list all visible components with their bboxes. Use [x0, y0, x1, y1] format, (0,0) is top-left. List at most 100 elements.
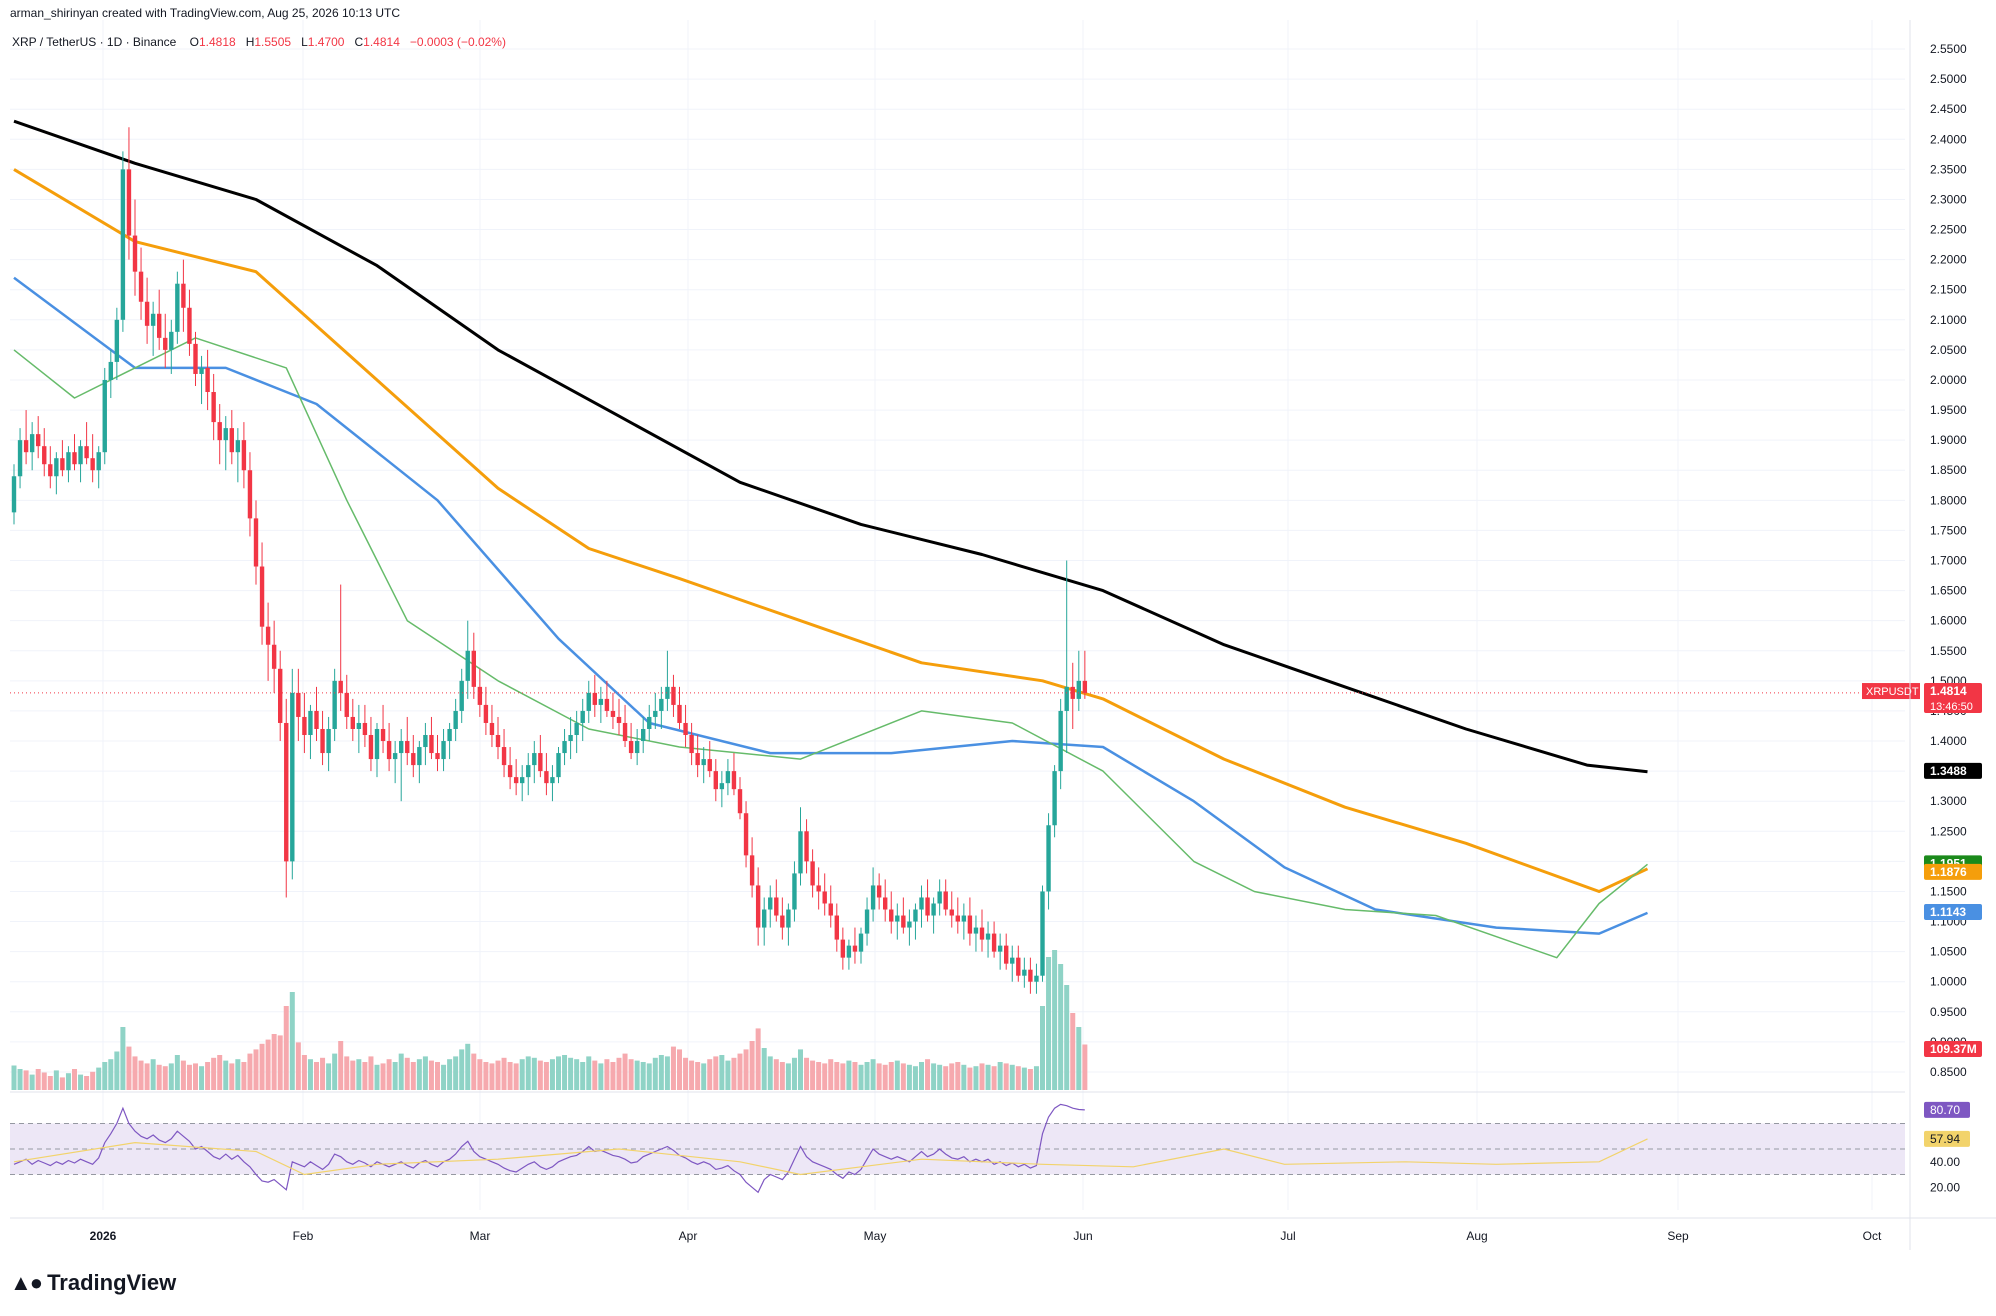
volume-bar: [598, 1063, 604, 1090]
price-tag-bg: [1924, 762, 1982, 779]
price-tick-label: 2.2000: [1930, 253, 1967, 267]
volume-bar: [314, 1062, 319, 1090]
candle-body: [507, 765, 513, 778]
candles: [11, 127, 1088, 994]
volume-bar: [350, 1060, 356, 1090]
candle-body: [610, 710, 616, 717]
candle-body: [653, 710, 658, 717]
price-tick-label: 1.6000: [1930, 614, 1967, 628]
candle-body: [1016, 957, 1021, 976]
candle-body: [447, 728, 452, 742]
candle-body: [132, 235, 138, 272]
candle-body: [870, 885, 876, 910]
candle-body: [332, 680, 337, 729]
volume-bar: [138, 1060, 144, 1090]
candle-body: [574, 722, 579, 736]
candle-body: [374, 728, 380, 760]
volume-bar: [701, 1063, 707, 1090]
candle-body: [852, 945, 858, 952]
volume-bar: [507, 1062, 513, 1090]
candle-body: [1028, 969, 1033, 982]
volume-bar: [997, 1062, 1003, 1090]
volume-bar: [374, 1064, 380, 1090]
candle-body: [943, 891, 948, 910]
volume-bar: [205, 1062, 211, 1090]
volume-bar: [301, 1055, 307, 1090]
volume-bar: [368, 1056, 374, 1090]
price-tick-label: 2.1500: [1930, 283, 1967, 297]
volume-bar: [326, 1063, 332, 1090]
candle-body: [411, 753, 416, 766]
candle-body: [713, 771, 718, 790]
candle-body: [913, 909, 918, 922]
candle-body: [36, 434, 41, 447]
volume-bar: [755, 1028, 761, 1090]
candle-body: [102, 379, 107, 453]
rsi-tick-label: 20.00: [1930, 1180, 1960, 1194]
volume-bar: [108, 1059, 114, 1090]
candle-body: [901, 915, 906, 928]
candle-body: [489, 722, 495, 736]
candle-body: [271, 644, 277, 669]
volume-bar: [465, 1043, 471, 1090]
volume-bar: [870, 1059, 876, 1090]
candle-body: [84, 446, 89, 459]
volume-bar: [102, 1062, 108, 1090]
price-tick-label: 1.7000: [1930, 554, 1967, 568]
symbol-name[interactable]: XRP / TetherUS · 1D · Binance: [12, 35, 177, 49]
volume-bar: [1033, 1066, 1039, 1090]
volume-bar: [779, 1062, 785, 1090]
time-tick-label: Jun: [1073, 1229, 1092, 1243]
volume-bar: [35, 1069, 41, 1090]
volume-bar: [174, 1055, 180, 1090]
volume-bar: [72, 1069, 77, 1090]
candle-body: [1022, 969, 1027, 976]
candle-body: [368, 735, 374, 760]
candle-body: [592, 692, 597, 705]
volume-bar: [592, 1060, 598, 1090]
volume-bar: [144, 1063, 150, 1090]
volume-bar: [398, 1053, 404, 1090]
candle-body: [604, 698, 610, 711]
time-tick-label: Feb: [293, 1229, 314, 1243]
volume-bar: [543, 1062, 549, 1090]
volume-bar: [562, 1055, 568, 1090]
price-tick-label: 2.4000: [1930, 132, 1967, 146]
moving-average-line: [13, 276, 1648, 935]
volume-bar: [858, 1064, 864, 1090]
candle-body: [762, 909, 767, 928]
volume-bar: [798, 1049, 803, 1090]
candle-body: [435, 753, 440, 760]
candle-body: [17, 440, 23, 477]
volume-bar: [59, 1077, 65, 1090]
volume-bar: [29, 1074, 35, 1090]
moving-average-line: [13, 337, 1648, 959]
tradingview-brand[interactable]: ▲● TradingView: [10, 1270, 176, 1296]
price-tag-value: 1.3488: [1930, 764, 1967, 778]
price-tick-label: 1.7500: [1930, 523, 1967, 537]
volume-bar: [828, 1059, 834, 1090]
price-tick-label: 1.4000: [1930, 734, 1967, 748]
candle-body: [967, 915, 973, 934]
candle-body: [997, 945, 1003, 952]
volume-bar: [749, 1041, 755, 1090]
candle-body: [193, 343, 198, 374]
volume-bar: [525, 1056, 531, 1090]
ohlc-close: 1.4814: [363, 35, 400, 49]
volume-bar: [114, 1051, 120, 1090]
volume-bar: [1076, 1027, 1082, 1090]
volume-bar: [846, 1060, 852, 1090]
candle-body: [477, 686, 483, 705]
symbol-tag-label: XRPUSDT: [1866, 686, 1919, 698]
candle-body: [344, 692, 349, 717]
volume-bar: [386, 1059, 392, 1090]
volume-bar: [193, 1063, 198, 1090]
rsi-tag-bg: [1924, 1130, 1970, 1147]
candle-body: [48, 464, 53, 477]
candle-body: [265, 626, 271, 645]
volume-bar: [513, 1063, 519, 1090]
volume-bar: [180, 1060, 186, 1090]
candle-body: [1046, 825, 1051, 892]
